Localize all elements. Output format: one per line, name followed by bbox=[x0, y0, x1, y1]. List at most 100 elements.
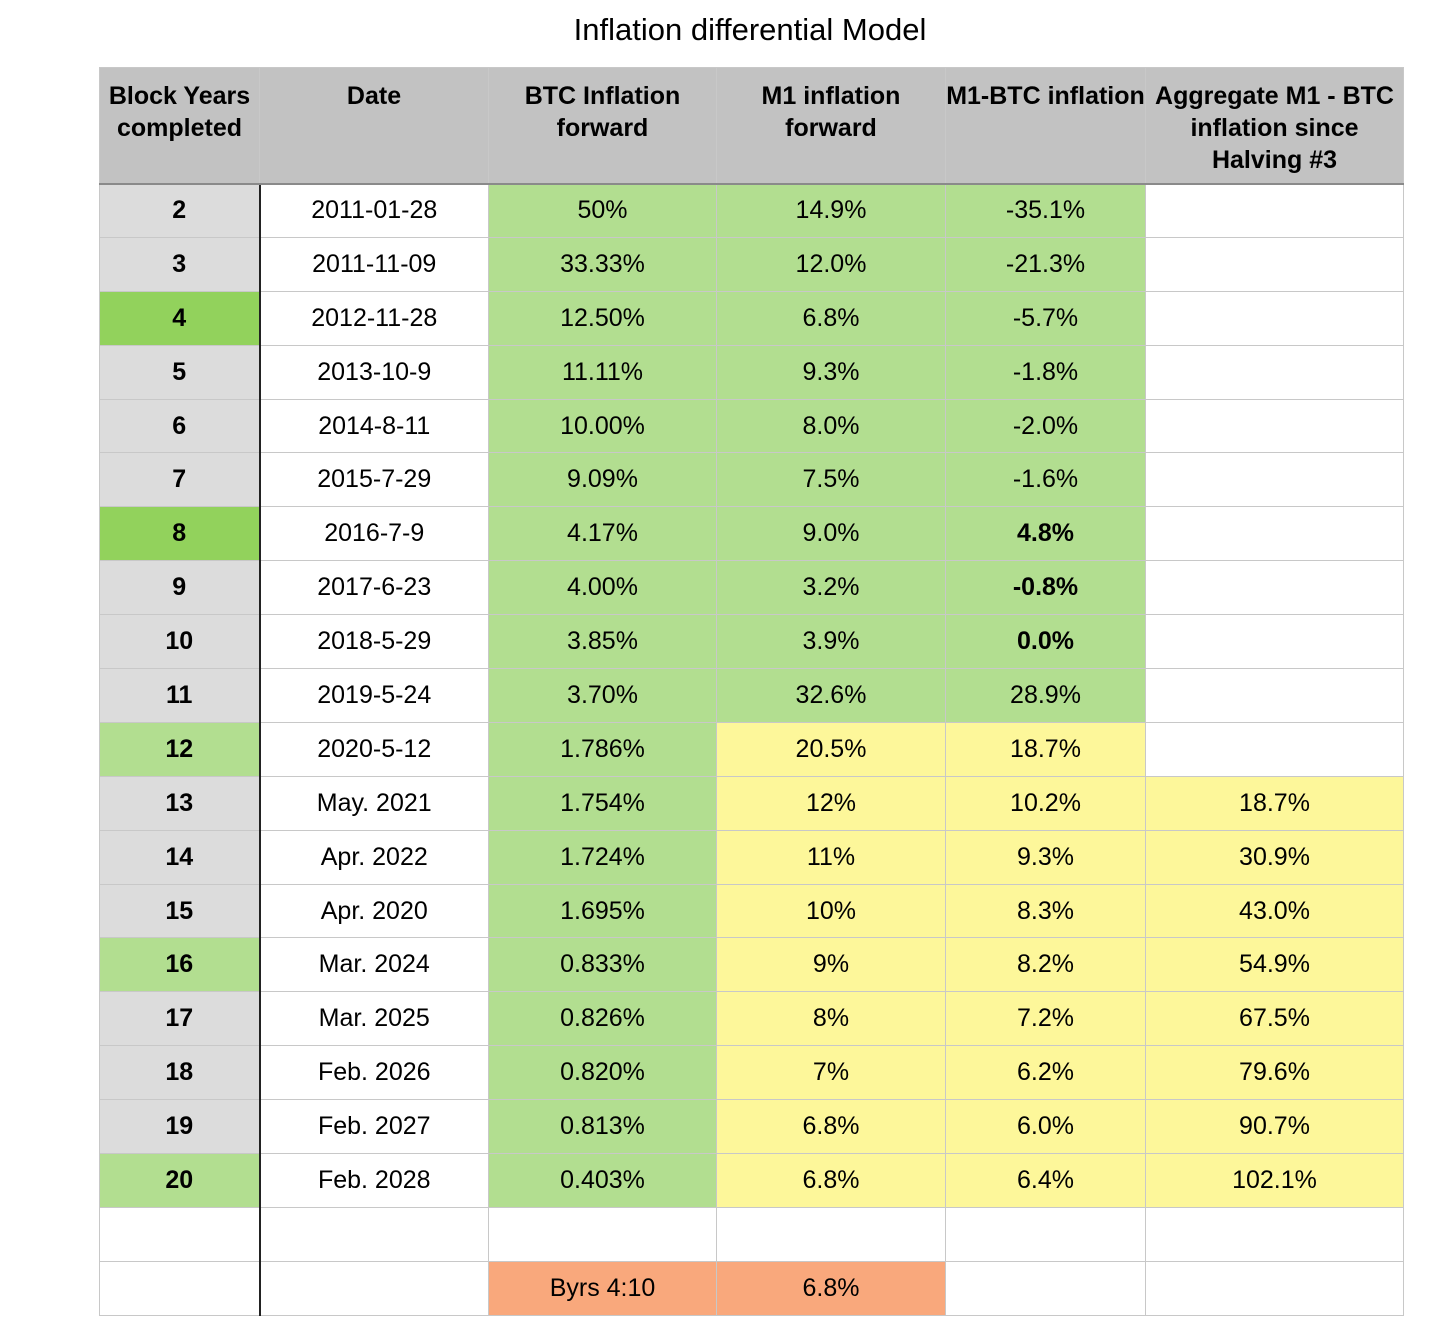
m1-btc-cell: 6.0% bbox=[945, 1099, 1146, 1155]
table-row: Byrs 4:10 6.8% bbox=[99, 1260, 1404, 1316]
date-cell: 2011-01-28 bbox=[259, 183, 489, 238]
date-cell: 2011-11-09 bbox=[259, 236, 489, 292]
aggregate-cell bbox=[1145, 1206, 1404, 1262]
aggregate-cell bbox=[1145, 183, 1404, 238]
aggregate-cell bbox=[1145, 1260, 1404, 1316]
table-row: 6 2014-8-11 10.00% 8.0% -2.0% bbox=[99, 398, 1404, 454]
m1-btc-cell: -21.3% bbox=[945, 236, 1146, 292]
aggregate-cell bbox=[1145, 721, 1404, 777]
m1-inflation-cell: 3.9% bbox=[716, 614, 946, 670]
m1-btc-cell bbox=[945, 1260, 1146, 1316]
m1-inflation-cell: 32.6% bbox=[716, 668, 946, 723]
aggregate-cell bbox=[1145, 236, 1404, 292]
btc-inflation-cell: 1.786% bbox=[488, 721, 717, 777]
block-cell: 18 bbox=[99, 1045, 261, 1101]
table-row: 12 2020-5-12 1.786% 20.5% 18.7% bbox=[99, 721, 1404, 777]
block-cell: 17 bbox=[99, 991, 261, 1047]
aggregate-cell: 102.1% bbox=[1145, 1153, 1404, 1208]
aggregate-cell bbox=[1145, 290, 1404, 346]
date-cell: 2018-5-29 bbox=[259, 614, 489, 670]
block-cell bbox=[99, 1206, 261, 1262]
btc-inflation-cell: 1.724% bbox=[488, 829, 717, 885]
m1-btc-cell: -0.8% bbox=[945, 560, 1146, 616]
block-cell: 10 bbox=[99, 614, 261, 670]
m1-btc-cell: -35.1% bbox=[945, 183, 1146, 238]
table-row: 7 2015-7-29 9.09% 7.5% -1.6% bbox=[99, 452, 1404, 508]
aggregate-cell: 79.6% bbox=[1145, 1045, 1404, 1101]
header-btc-inflation: BTC Inflation forward bbox=[488, 67, 717, 185]
block-cell: 8 bbox=[99, 506, 261, 562]
btc-inflation-cell: 11.11% bbox=[488, 344, 717, 400]
btc-inflation-cell: 33.33% bbox=[488, 236, 717, 292]
date-cell: 2014-8-11 bbox=[259, 398, 489, 454]
btc-inflation-cell: 4.17% bbox=[488, 506, 717, 562]
btc-inflation-cell: 0.826% bbox=[488, 991, 717, 1047]
block-cell: 12 bbox=[99, 721, 261, 777]
aggregate-cell: 54.9% bbox=[1145, 937, 1404, 993]
m1-btc-cell: 4.8% bbox=[945, 506, 1146, 562]
m1-btc-cell bbox=[945, 1206, 1146, 1262]
block-cell: 16 bbox=[99, 937, 261, 993]
m1-inflation-cell: 12% bbox=[716, 775, 946, 831]
header-date: Date bbox=[259, 67, 489, 185]
m1-btc-cell: 8.2% bbox=[945, 937, 1146, 993]
aggregate-cell bbox=[1145, 506, 1404, 562]
m1-inflation-cell: 6.8% bbox=[716, 290, 946, 346]
m1-inflation-cell: 3.2% bbox=[716, 560, 946, 616]
btc-inflation-cell: 0.833% bbox=[488, 937, 717, 993]
m1-inflation-cell: 9% bbox=[716, 937, 946, 993]
block-cell: 19 bbox=[99, 1099, 261, 1155]
block-cell: 9 bbox=[99, 560, 261, 616]
aggregate-cell: 67.5% bbox=[1145, 991, 1404, 1047]
date-cell: Apr. 2022 bbox=[259, 829, 489, 885]
m1-inflation-cell: 9.3% bbox=[716, 344, 946, 400]
date-cell: Apr. 2020 bbox=[259, 883, 489, 939]
table-row: 20 Feb. 2028 0.403% 6.8% 6.4% 102.1% bbox=[99, 1153, 1404, 1208]
header-row: Block Years completed Date BTC Inflation… bbox=[99, 67, 1404, 185]
table-row: 9 2017-6-23 4.00% 3.2% -0.8% bbox=[99, 560, 1404, 616]
table-row bbox=[99, 1206, 1404, 1262]
block-cell: 7 bbox=[99, 452, 261, 508]
btc-inflation-cell: 0.403% bbox=[488, 1153, 717, 1208]
header-block-years: Block Years completed bbox=[99, 67, 260, 185]
m1-btc-cell: 18.7% bbox=[945, 721, 1146, 777]
table-row: 11 2019-5-24 3.70% 32.6% 28.9% bbox=[99, 668, 1404, 723]
m1-inflation-cell: 8.0% bbox=[716, 398, 946, 454]
m1-inflation-cell: 7.5% bbox=[716, 452, 946, 508]
btc-inflation-cell: 12.50% bbox=[488, 290, 717, 346]
block-cell: 15 bbox=[99, 883, 261, 939]
m1-inflation-cell: 14.9% bbox=[716, 183, 946, 238]
btc-inflation-cell: 3.85% bbox=[488, 614, 717, 670]
m1-inflation-cell: 8% bbox=[716, 991, 946, 1047]
date-cell: 2019-5-24 bbox=[259, 668, 489, 723]
block-cell: 11 bbox=[99, 668, 261, 723]
date-cell: 2016-7-9 bbox=[259, 506, 489, 562]
btc-inflation-cell: 1.754% bbox=[488, 775, 717, 831]
m1-btc-cell: 7.2% bbox=[945, 991, 1146, 1047]
block-cell: 3 bbox=[99, 236, 261, 292]
date-cell: 2013-10-9 bbox=[259, 344, 489, 400]
table-row: 5 2013-10-9 11.11% 9.3% -1.8% bbox=[99, 344, 1404, 400]
m1-inflation-cell: 6.8% bbox=[716, 1153, 946, 1208]
btc-inflation-cell: 10.00% bbox=[488, 398, 717, 454]
header-m1-inflation: M1 inflation forward bbox=[716, 67, 946, 185]
header-aggregate: Aggregate M1 - BTC inflation since Halvi… bbox=[1145, 67, 1404, 185]
m1-btc-cell: 6.2% bbox=[945, 1045, 1146, 1101]
aggregate-cell: 18.7% bbox=[1145, 775, 1404, 831]
table-row: 18 Feb. 2026 0.820% 7% 6.2% 79.6% bbox=[99, 1045, 1404, 1101]
aggregate-cell bbox=[1145, 560, 1404, 616]
aggregate-cell bbox=[1145, 614, 1404, 670]
table-row: 17 Mar. 2025 0.826% 8% 7.2% 67.5% bbox=[99, 991, 1404, 1047]
table-row: 14 Apr. 2022 1.724% 11% 9.3% 30.9% bbox=[99, 829, 1404, 885]
m1-btc-cell: -2.0% bbox=[945, 398, 1146, 454]
block-cell: 20 bbox=[99, 1153, 261, 1208]
table-row: 16 Mar. 2024 0.833% 9% 8.2% 54.9% bbox=[99, 937, 1404, 993]
m1-btc-cell: 10.2% bbox=[945, 775, 1146, 831]
date-cell: Feb. 2027 bbox=[259, 1099, 489, 1155]
btc-inflation-cell: 1.695% bbox=[488, 883, 717, 939]
date-cell bbox=[259, 1206, 489, 1262]
btc-inflation-cell: 3.70% bbox=[488, 668, 717, 723]
m1-btc-cell: 0.0% bbox=[945, 614, 1146, 670]
header-m1-btc-inflation: M1-BTC inflation bbox=[945, 67, 1146, 185]
m1-btc-cell: 8.3% bbox=[945, 883, 1146, 939]
